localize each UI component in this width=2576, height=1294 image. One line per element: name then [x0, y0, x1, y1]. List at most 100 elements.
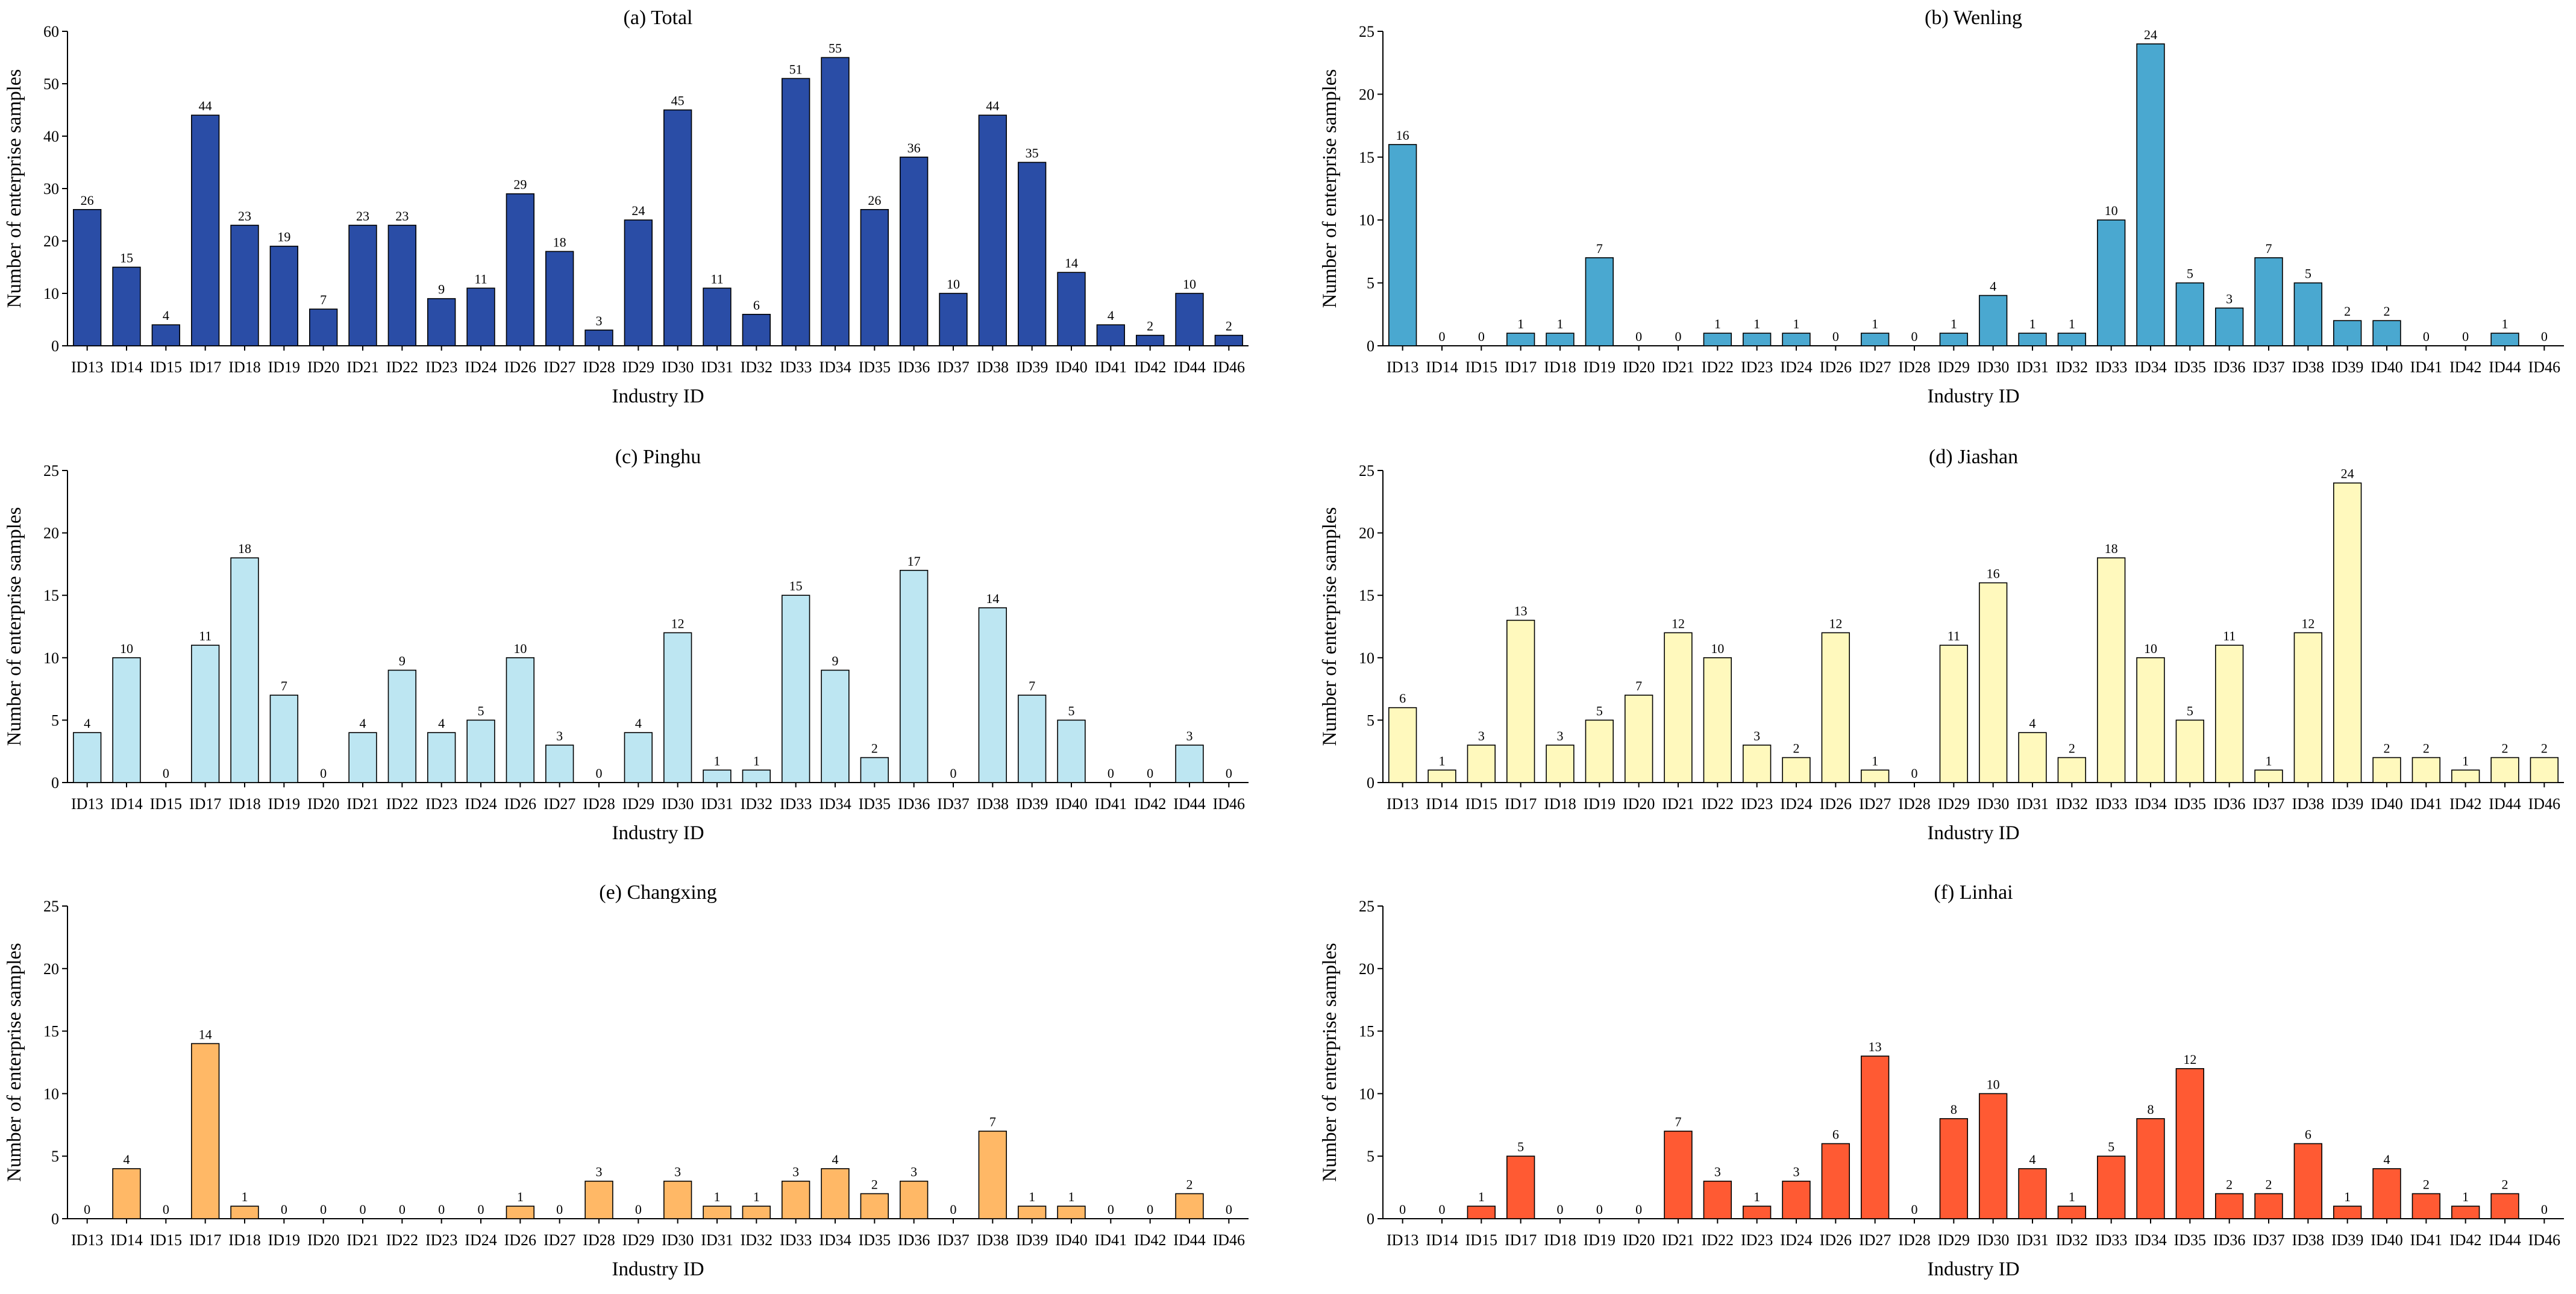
data-label: 9 [399, 654, 406, 669]
x-tick-label: ID32 [741, 795, 772, 813]
x-tick-label: ID30 [1977, 1231, 2009, 1249]
x-tick-label: ID13 [71, 358, 103, 376]
data-label: 2 [2502, 1177, 2509, 1192]
bar [1018, 161, 1047, 346]
chart-title: (c) Pinghu [615, 446, 701, 468]
x-tick-label: ID44 [2489, 1231, 2521, 1249]
bar [427, 732, 456, 783]
y-tick-label: 5 [51, 711, 59, 729]
data-label: 1 [2266, 753, 2272, 768]
data-label: 15 [789, 578, 803, 593]
bar [1664, 632, 1693, 783]
data-label: 1 [1753, 1189, 1760, 1204]
data-label: 2 [2344, 304, 2351, 319]
bar [978, 1130, 1008, 1219]
data-label: 2 [2226, 1177, 2233, 1192]
bar [466, 287, 495, 346]
data-label: 2 [1226, 319, 1232, 334]
bar [2293, 1143, 2322, 1219]
y-tick-label: 0 [51, 1210, 59, 1228]
x-tick-label: ID28 [1898, 1231, 1930, 1249]
bar [1467, 745, 1496, 783]
data-label: 55 [829, 41, 842, 56]
x-tick-label: ID35 [859, 358, 891, 376]
x-tick-label: ID23 [1741, 358, 1773, 376]
bar [1625, 695, 1653, 783]
x-tick-label: ID41 [2410, 358, 2442, 376]
x-tick-label: ID23 [1741, 795, 1773, 813]
data-label: 44 [986, 98, 999, 113]
x-tick-label: ID39 [2331, 358, 2363, 376]
x-tick-label: ID33 [2095, 1231, 2127, 1249]
bar [2097, 219, 2126, 346]
y-tick-label: 25 [1359, 898, 1374, 915]
bar [2372, 320, 2401, 346]
data-label: 19 [277, 230, 290, 245]
data-label: 11 [199, 628, 212, 643]
bar [900, 156, 929, 346]
bar [112, 1168, 141, 1219]
bar [2372, 1168, 2401, 1219]
bar [1782, 757, 1811, 783]
data-label: 0 [635, 1202, 642, 1217]
x-tick-label: ID46 [2528, 795, 2560, 813]
data-label: 29 [513, 177, 527, 192]
bar [703, 287, 732, 346]
x-tick-label: ID29 [1938, 1231, 1970, 1249]
bar [2333, 482, 2362, 783]
bar [900, 569, 929, 783]
bar [230, 225, 259, 346]
bar [2254, 769, 2283, 783]
x-tick-label: ID32 [2056, 795, 2088, 813]
x-tick-label: ID17 [1505, 795, 1537, 813]
bar [2333, 320, 2362, 346]
x-tick-label: ID37 [937, 1231, 969, 1249]
x-axis-label: Industry ID [1927, 822, 2019, 844]
data-label: 14 [986, 591, 999, 606]
data-label: 0 [950, 1202, 957, 1217]
y-tick-label: 25 [1359, 462, 1374, 480]
x-tick-label: ID17 [1505, 1231, 1537, 1249]
x-tick-label: ID38 [977, 358, 1009, 376]
bar [821, 1168, 850, 1219]
x-tick-label: ID35 [859, 1231, 891, 1249]
data-label: 1 [2462, 1189, 2469, 1204]
data-label: 0 [596, 766, 603, 781]
x-tick-label: ID17 [1505, 358, 1537, 376]
x-tick-label: ID28 [583, 795, 615, 813]
x-tick-label: ID41 [1095, 358, 1127, 376]
x-tick-label: ID30 [662, 1231, 694, 1249]
y-tick-label: 15 [1359, 149, 1374, 166]
data-label: 0 [1226, 766, 1232, 781]
data-label: 0 [1832, 329, 1839, 344]
x-tick-label: ID14 [110, 1231, 142, 1249]
x-tick-label: ID35 [2174, 1231, 2206, 1249]
data-label: 10 [2105, 203, 2118, 218]
bar [348, 732, 377, 783]
bar [663, 1180, 692, 1219]
x-tick-label: ID13 [71, 795, 103, 813]
x-tick-label: ID24 [465, 358, 497, 376]
x-tick-label: ID18 [1544, 795, 1576, 813]
bar [2293, 632, 2322, 783]
data-label: 16 [1396, 128, 1409, 143]
data-label: 11 [2223, 628, 2236, 643]
x-tick-label: ID38 [2292, 1231, 2324, 1249]
x-tick-label: ID35 [859, 795, 891, 813]
x-tick-label: ID29 [622, 795, 654, 813]
x-tick-label: ID20 [1623, 795, 1655, 813]
data-label: 0 [1911, 329, 1918, 344]
bar [1175, 745, 1204, 783]
y-tick-label: 60 [43, 23, 59, 40]
x-tick-label: ID27 [1859, 795, 1891, 813]
data-label: 1 [714, 753, 721, 768]
data-label: 44 [199, 98, 212, 113]
x-tick-label: ID24 [465, 1231, 497, 1249]
bar [584, 330, 613, 346]
data-label: 11 [710, 271, 723, 286]
data-label: 51 [789, 61, 803, 77]
y-tick-label: 5 [1367, 1148, 1374, 1165]
x-tick-label: ID44 [1173, 1231, 1205, 1249]
bar [1743, 745, 1772, 783]
x-tick-label: ID46 [1213, 1231, 1245, 1249]
